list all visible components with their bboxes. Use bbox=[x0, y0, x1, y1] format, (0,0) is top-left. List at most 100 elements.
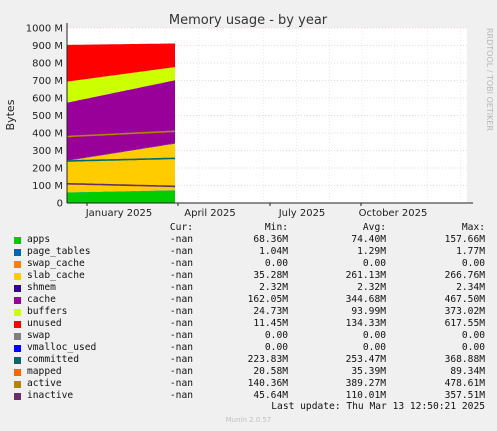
legend-cur: -nan bbox=[169, 234, 193, 245]
legend-max: 157.66M bbox=[444, 234, 485, 245]
legend-swatch bbox=[14, 321, 21, 328]
legend-cur: -nan bbox=[169, 282, 193, 293]
legend-avg: 389.27M bbox=[345, 378, 386, 389]
legend-name: vmalloc_used bbox=[27, 342, 97, 353]
legend-row-mapped: mapped -nan 20.58M 35.39M 89.34M bbox=[0, 366, 497, 378]
legend-min: 2.32M bbox=[259, 282, 288, 293]
last-update: Last update: Thu Mar 13 12:50:21 2025 bbox=[271, 401, 485, 412]
legend-avg: 261.13M bbox=[345, 270, 386, 281]
area-buffers bbox=[67, 67, 175, 103]
legend-min: 0.00 bbox=[264, 342, 288, 353]
legend-name: page_tables bbox=[27, 246, 91, 257]
legend-row-apps: apps -nan 68.36M 74.40M 157.66M bbox=[0, 234, 497, 246]
legend-row-unused: unused -nan 11.45M 134.33M 617.55M bbox=[0, 318, 497, 330]
legend-name: shmem bbox=[27, 282, 56, 293]
legend-name: slab_cache bbox=[27, 270, 85, 281]
legend-min: 1.04M bbox=[259, 246, 288, 257]
legend-row-buffers: buffers -nan 24.73M 93.99M 373.02M bbox=[0, 306, 497, 318]
area-cache bbox=[67, 80, 175, 161]
y-tick-label: 100 M bbox=[32, 181, 63, 192]
legend-cur: -nan bbox=[169, 294, 193, 305]
y-ticks: 0 100 M 200 M 300 M 400 M 500 M 600 M 700 M 800 … bbox=[26, 24, 63, 210]
x-tick-label: April 2025 bbox=[184, 208, 235, 219]
legend-cur: -nan bbox=[169, 270, 193, 281]
legend-cur: -nan bbox=[169, 258, 193, 269]
legend-max: 2.34M bbox=[456, 282, 485, 293]
legend-min: 24.73M bbox=[253, 306, 288, 317]
legend-row-active: active -nan 140.36M 389.27M 478.61M bbox=[0, 378, 497, 390]
y-tick-label: 900 M bbox=[32, 41, 63, 52]
munin-version: Munin 2.0.57 bbox=[225, 416, 272, 424]
legend-cur: -nan bbox=[169, 342, 193, 353]
legend-swatch bbox=[14, 357, 21, 364]
legend-avg: 0.00 bbox=[362, 258, 386, 269]
y-tick-label: 700 M bbox=[32, 76, 63, 87]
legend-name: mapped bbox=[27, 366, 62, 377]
legend-avg: 74.40M bbox=[351, 234, 386, 245]
line-inactive bbox=[67, 183, 176, 188]
legend-name: unused bbox=[27, 318, 62, 329]
series-lines bbox=[66, 130, 176, 188]
legend-max: 266.76M bbox=[444, 270, 485, 281]
side-label: RRDTOOL / TOBI OETIKER bbox=[485, 28, 494, 131]
area-slab_cache bbox=[67, 143, 175, 193]
legend-avg: 2.32M bbox=[357, 282, 386, 293]
legend-header-cur: Cur: bbox=[169, 222, 193, 233]
legend-swatch bbox=[14, 345, 21, 352]
legend-name: swap_cache bbox=[27, 258, 85, 269]
y-tick-label: 500 M bbox=[32, 111, 63, 122]
legend-avg: 1.29M bbox=[357, 246, 386, 257]
legend-row-slab_cache: slab_cache -nan 35.28M 261.13M 266.76M bbox=[0, 270, 497, 282]
y-tick-label: 0 bbox=[57, 199, 63, 210]
legend-avg: 344.68M bbox=[345, 294, 386, 305]
legend-swatch bbox=[14, 309, 21, 316]
legend-row-committed: committed -nan 223.83M 253.47M 368.88M bbox=[0, 354, 497, 366]
legend-avg: 134.33M bbox=[345, 318, 386, 329]
x-ticks: January 2025 April 2025 July 2025 October 2… bbox=[85, 203, 428, 219]
legend-cur: -nan bbox=[169, 378, 193, 389]
area-apps bbox=[67, 190, 175, 203]
chart-title: Memory usage - by year bbox=[169, 13, 328, 28]
legend-min: 35.28M bbox=[253, 270, 288, 281]
legend-row-inactive: inactive -nan 45.64M 110.01M 357.51M bbox=[0, 390, 497, 402]
legend-swatch bbox=[14, 381, 21, 388]
legend-swatch bbox=[14, 369, 21, 376]
legend-row-swap_cache: swap_cache -nan 0.00 0.00 0.00 bbox=[0, 258, 497, 270]
legend-min: 20.58M bbox=[253, 366, 288, 377]
y-tick-label: 300 M bbox=[32, 146, 63, 157]
legend-min: 68.36M bbox=[253, 234, 288, 245]
y-axis-label: Bytes bbox=[4, 99, 17, 130]
line-active bbox=[66, 130, 176, 138]
legend-max: 368.88M bbox=[444, 354, 485, 365]
legend-cur: -nan bbox=[169, 390, 193, 401]
legend-cur: -nan bbox=[169, 318, 193, 329]
legend-cur: -nan bbox=[169, 330, 193, 341]
legend-swatch bbox=[14, 393, 21, 400]
legend-max: 478.61M bbox=[444, 378, 485, 389]
x-tick-label: October 2025 bbox=[359, 208, 428, 219]
legend-swatch bbox=[14, 297, 21, 304]
legend-avg: 0.00 bbox=[362, 342, 386, 353]
legend-cur: -nan bbox=[169, 306, 193, 317]
legend-max: 0.00 bbox=[461, 330, 485, 341]
legend-header-avg: Avg: bbox=[362, 222, 386, 233]
legend-swatch bbox=[14, 249, 21, 256]
legend-header: Cur: Min: Avg: Max: bbox=[0, 222, 497, 234]
legend-name: apps bbox=[27, 234, 51, 245]
legend-min: 0.00 bbox=[264, 258, 288, 269]
area-unused bbox=[67, 43, 175, 82]
legend-max: 89.34M bbox=[450, 366, 485, 377]
legend-header-min: Min: bbox=[264, 222, 288, 233]
legend-min: 11.45M bbox=[253, 318, 288, 329]
legend-min: 162.05M bbox=[247, 294, 288, 305]
legend-swatch bbox=[14, 273, 21, 280]
y-tick-label: 200 M bbox=[32, 164, 63, 175]
x-tick-label: January 2025 bbox=[85, 208, 153, 219]
x-tick-label: July 2025 bbox=[278, 208, 326, 219]
legend-max: 0.00 bbox=[461, 258, 485, 269]
y-tick-label: 600 M bbox=[32, 94, 63, 105]
legend-avg: 93.99M bbox=[351, 306, 386, 317]
legend-min: 140.36M bbox=[247, 378, 288, 389]
legend-max: 467.50M bbox=[444, 294, 485, 305]
